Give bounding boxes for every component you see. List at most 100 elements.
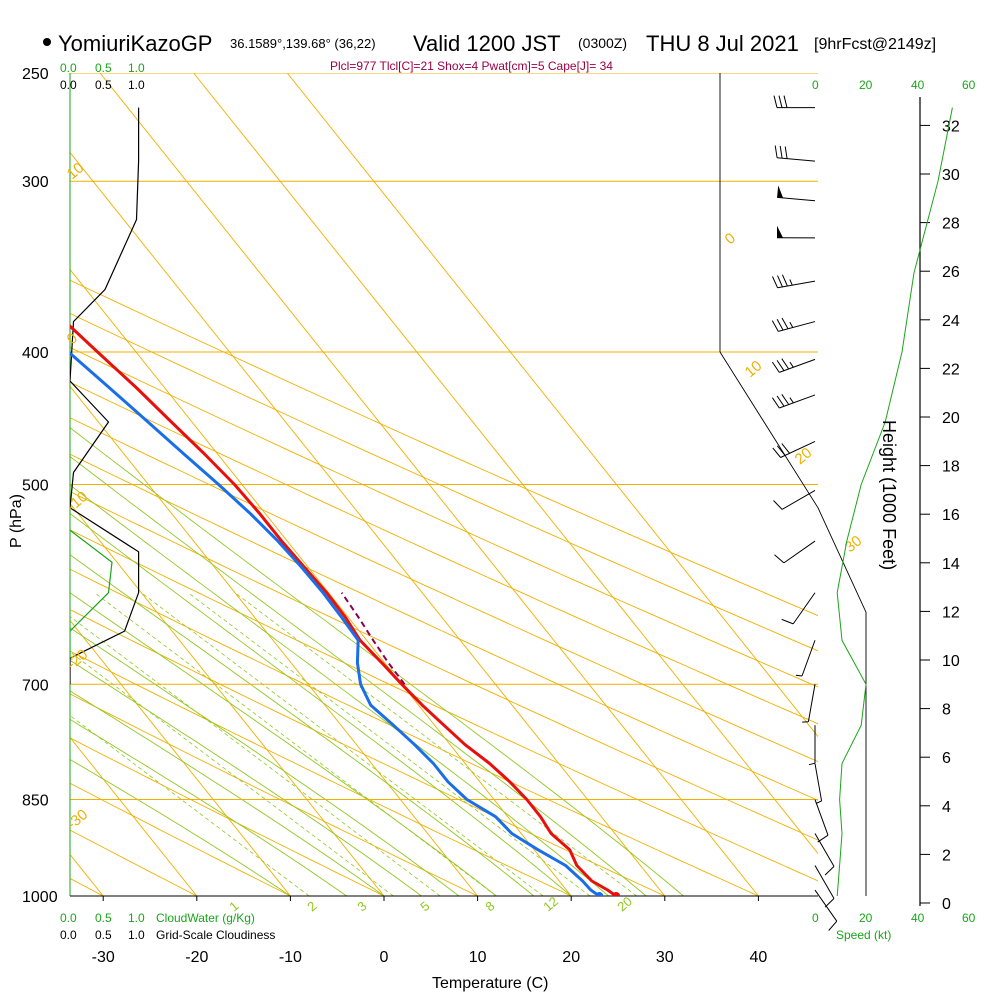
wind-barb-flag	[777, 185, 784, 198]
x-tick-label: 20	[562, 949, 580, 966]
moist-adiabat	[70, 512, 572, 896]
wind-barb	[773, 489, 816, 510]
cw-bot-1: 0.5	[95, 911, 112, 925]
height-tick-label: 14	[942, 556, 960, 573]
wind-barb	[795, 640, 816, 677]
temperature-line	[70, 324, 617, 896]
cw-bot-2: 1.0	[128, 911, 145, 925]
height-tick-label: 16	[942, 507, 960, 524]
wind-barb-feather	[781, 358, 790, 370]
utc-label: (0300Z)	[578, 35, 627, 51]
ws-bot-0: 0	[812, 911, 819, 925]
x-tick-label: 10	[469, 949, 487, 966]
wind-barb	[814, 889, 838, 931]
wind-barb-feather	[781, 274, 788, 287]
x-tick-label: -10	[279, 949, 302, 966]
wind-barb-half	[789, 279, 793, 286]
moist-adiabat	[70, 758, 291, 896]
mixing-ratio-line	[141, 592, 544, 896]
wind-speed-scale-top: 0 20 40 60	[812, 78, 976, 92]
wind-speed-scale-bottom: 0 20 40 60 Speed (kt)	[812, 911, 976, 942]
mixing-ratio-label: 5	[417, 898, 432, 914]
cloud-panel	[70, 107, 140, 685]
cloudiness-label: Grid-Scale Cloudiness	[156, 928, 275, 942]
height-tick-label: 32	[942, 118, 960, 135]
wind-barb-feather	[783, 95, 788, 108]
dry-adiabat-label: 30	[842, 532, 866, 556]
dry-adiabat-label: -30	[64, 806, 92, 833]
wind-barb	[772, 274, 816, 289]
height-tick-label: 30	[942, 167, 960, 184]
bullet-icon	[43, 38, 51, 46]
forecast-label: [9hrFcst@2149z]	[814, 36, 936, 53]
cloudwater-line	[70, 529, 113, 659]
moist-adiabat	[70, 427, 684, 896]
cloudwater-label: CloudWater (g/Kg)	[156, 911, 255, 925]
wind-barb	[771, 358, 816, 373]
ws-bot-1: 20	[859, 911, 873, 925]
dry-adiabat	[70, 782, 291, 896]
dry-adiabat-label: 20	[792, 444, 816, 468]
wind-barb-feather	[781, 618, 794, 625]
cw-top-2: 1.0	[128, 61, 145, 75]
cl-bot-2: 1.0	[128, 928, 145, 942]
pressure-tick-label: 850	[22, 793, 49, 810]
wind-barb-staff	[783, 540, 816, 564]
wind-barb-feather	[776, 395, 785, 407]
dry-adiabat-label: 0	[722, 230, 739, 248]
wind-panel	[771, 95, 953, 931]
dry-adiabat	[70, 529, 818, 882]
mixing-ratio-label: 12	[540, 894, 561, 915]
wind-barb-half	[789, 361, 794, 368]
sounding-series	[70, 324, 621, 896]
wind-barb	[814, 833, 835, 876]
wind-barb-half	[789, 321, 794, 328]
parcel-line	[340, 592, 406, 685]
wind-barb	[771, 317, 816, 332]
dry-adiabat-label: 10	[64, 159, 88, 183]
moist-adiabat	[70, 718, 347, 896]
wind-barb-half	[789, 397, 794, 404]
wind-barb-feather	[828, 920, 838, 931]
height-tick-label: 8	[942, 702, 951, 719]
mixing-ratio-label: 8	[482, 898, 497, 914]
ws-top-3: 60	[962, 78, 976, 92]
dewpoint-line	[70, 351, 601, 896]
height-axis-title: Height (1000 Feet)	[879, 420, 899, 570]
height-tick-label: 12	[942, 604, 960, 621]
wind-barb	[808, 725, 816, 766]
wind-barb	[774, 540, 816, 564]
date-label: THU 8 Jul 2021	[646, 31, 799, 56]
station-name: YomiuriKazoGP	[58, 31, 212, 56]
cl-top-1: 0.5	[95, 78, 112, 92]
x-tick-label: 30	[656, 949, 674, 966]
pressure-tick-label: 500	[22, 478, 49, 495]
mixing-ratio-line	[187, 592, 591, 896]
pressure-tick-label: 300	[22, 174, 49, 191]
cl-top-2: 1.0	[128, 78, 145, 92]
pressure-tick-label: 250	[22, 66, 49, 83]
moist-adiabat	[70, 659, 422, 896]
x-axis-title: Temperature (C)	[432, 975, 548, 992]
wind-barb-staff	[777, 196, 816, 202]
mixing-ratio-line	[70, 616, 441, 896]
valid-label: Valid 1200 JST	[413, 31, 561, 56]
dry-adiabat	[70, 650, 572, 896]
dry-adiabat	[70, 453, 818, 801]
wind-barb-flag	[777, 225, 783, 238]
isotherm	[0, 73, 10, 896]
wind-barb-staff	[801, 640, 816, 677]
wind-barb-staff	[777, 157, 816, 162]
wind-barb-feather	[776, 445, 786, 456]
ws-top-2: 40	[911, 78, 925, 92]
wind-barb-feather	[824, 898, 835, 908]
mixing-ratio-label: 20	[614, 894, 635, 915]
x-tick-label: -20	[185, 949, 208, 966]
wind-speed-line	[836, 107, 953, 897]
cl-top-0: 0.0	[60, 78, 77, 92]
wind-barb	[772, 440, 816, 458]
wind-barb-feather	[774, 145, 778, 158]
dry-adiabat	[70, 491, 818, 841]
pressure-tick-label: 1000	[22, 889, 58, 906]
wind-barb-feather	[777, 275, 783, 288]
